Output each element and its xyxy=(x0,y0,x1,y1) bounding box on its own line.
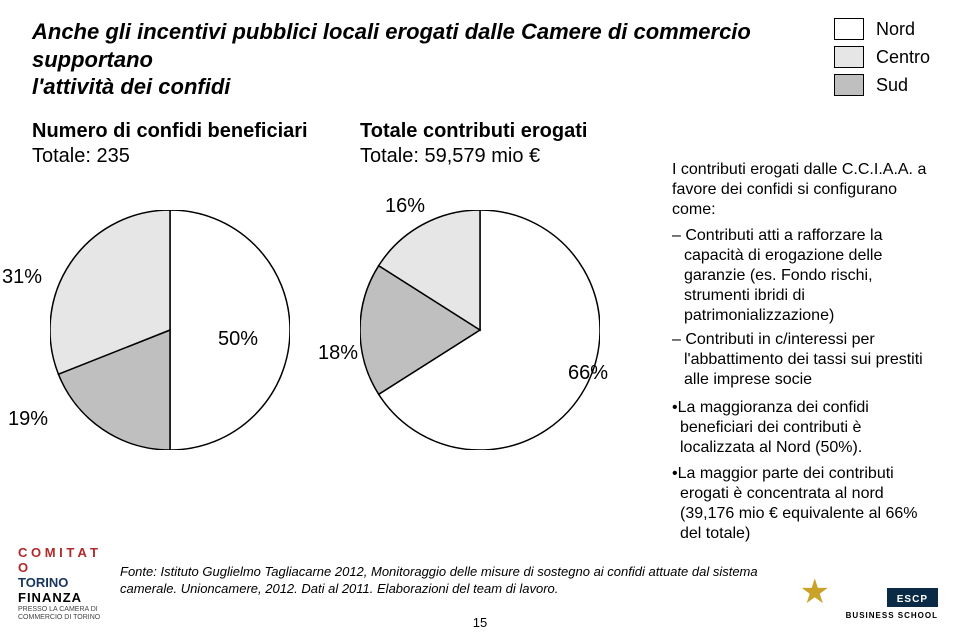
chart1-heading-text: Numero di confidi beneficiari xyxy=(32,120,332,143)
slice-label: 18% xyxy=(318,342,358,365)
chart2-heading: Totale contributi erogati Totale: 59,579… xyxy=(360,120,660,168)
legend-swatch xyxy=(834,46,864,68)
footnote: Fonte: Istituto Guglielmo Tagliacarne 20… xyxy=(120,564,760,598)
info-list: Contributi atti a rafforzare la capacità… xyxy=(672,226,932,390)
logo-right-l3: BUSINESS SCHOOL xyxy=(846,611,938,620)
legend-label: Nord xyxy=(876,19,915,40)
chart1-subline: Totale: 235 xyxy=(32,145,332,168)
pie-svg xyxy=(360,210,600,450)
page-number: 15 xyxy=(473,615,487,630)
slide-title: Anche gli incentivi pubblici locali erog… xyxy=(32,18,752,101)
title-line-1: Anche gli incentivi pubblici locali erog… xyxy=(32,18,752,73)
info-intro: I contributi erogati dalle C.C.I.A.A. a … xyxy=(672,160,932,220)
chart1-heading: Numero di confidi beneficiari Totale: 23… xyxy=(32,120,332,168)
logo-left-l2: TORINO xyxy=(18,576,108,591)
slice-label: 16% xyxy=(385,195,425,218)
title-line-2: l'attività dei confidi xyxy=(32,73,752,101)
logo-right-box: ESCP EUROPE xyxy=(887,588,938,607)
info-bullets2: •La maggioranza dei confidi beneficiari … xyxy=(672,398,932,544)
legend-item: Sud xyxy=(834,74,930,96)
info-bullet: •La maggior parte dei contributi erogati… xyxy=(672,464,932,544)
logo-right: ESCP EUROPE BUSINESS SCHOOL xyxy=(846,588,938,620)
info-box: I contributi erogati dalle C.C.I.A.A. a … xyxy=(672,160,932,550)
logo-left-l3: FINANZA xyxy=(18,591,108,606)
slice-label: 31% xyxy=(2,266,42,289)
info-list-item: Contributi atti a rafforzare la capacità… xyxy=(672,226,932,326)
logo-left: C O M I T A T O TORINO FINANZA PRESSO LA… xyxy=(18,546,108,622)
pie-chart-2: 66%18%16% xyxy=(360,210,600,450)
slice-label: 19% xyxy=(8,408,48,431)
logo-left-l1: C O M I T A T O xyxy=(18,546,108,576)
slice-label: 50% xyxy=(218,328,258,351)
pie-chart-1: 50%19%31% xyxy=(50,210,290,450)
legend-item: Centro xyxy=(834,46,930,68)
info-bullet: •La maggioranza dei confidi beneficiari … xyxy=(672,398,932,458)
chart2-heading-text: Totale contributi erogati xyxy=(360,120,660,143)
logo-right-l1: ESCP xyxy=(897,594,928,605)
legend-label: Centro xyxy=(876,47,930,68)
legend-swatch xyxy=(834,74,864,96)
legend-swatch xyxy=(834,18,864,40)
legend-item: Nord xyxy=(834,18,930,40)
star-icon: ★ xyxy=(800,572,830,612)
slice-label: 66% xyxy=(568,362,608,385)
chart2-subline: Totale: 59,579 mio € xyxy=(360,145,660,168)
legend-label: Sud xyxy=(876,75,908,96)
info-list-item: Contributi in c/interessi per l'abbattim… xyxy=(672,330,932,390)
slide: Anche gli incentivi pubblici locali erog… xyxy=(0,0,960,640)
legend: Nord Centro Sud xyxy=(834,18,930,102)
logo-left-l4: PRESSO LA CAMERA DI COMMERCIO DI TORINO xyxy=(18,606,108,622)
